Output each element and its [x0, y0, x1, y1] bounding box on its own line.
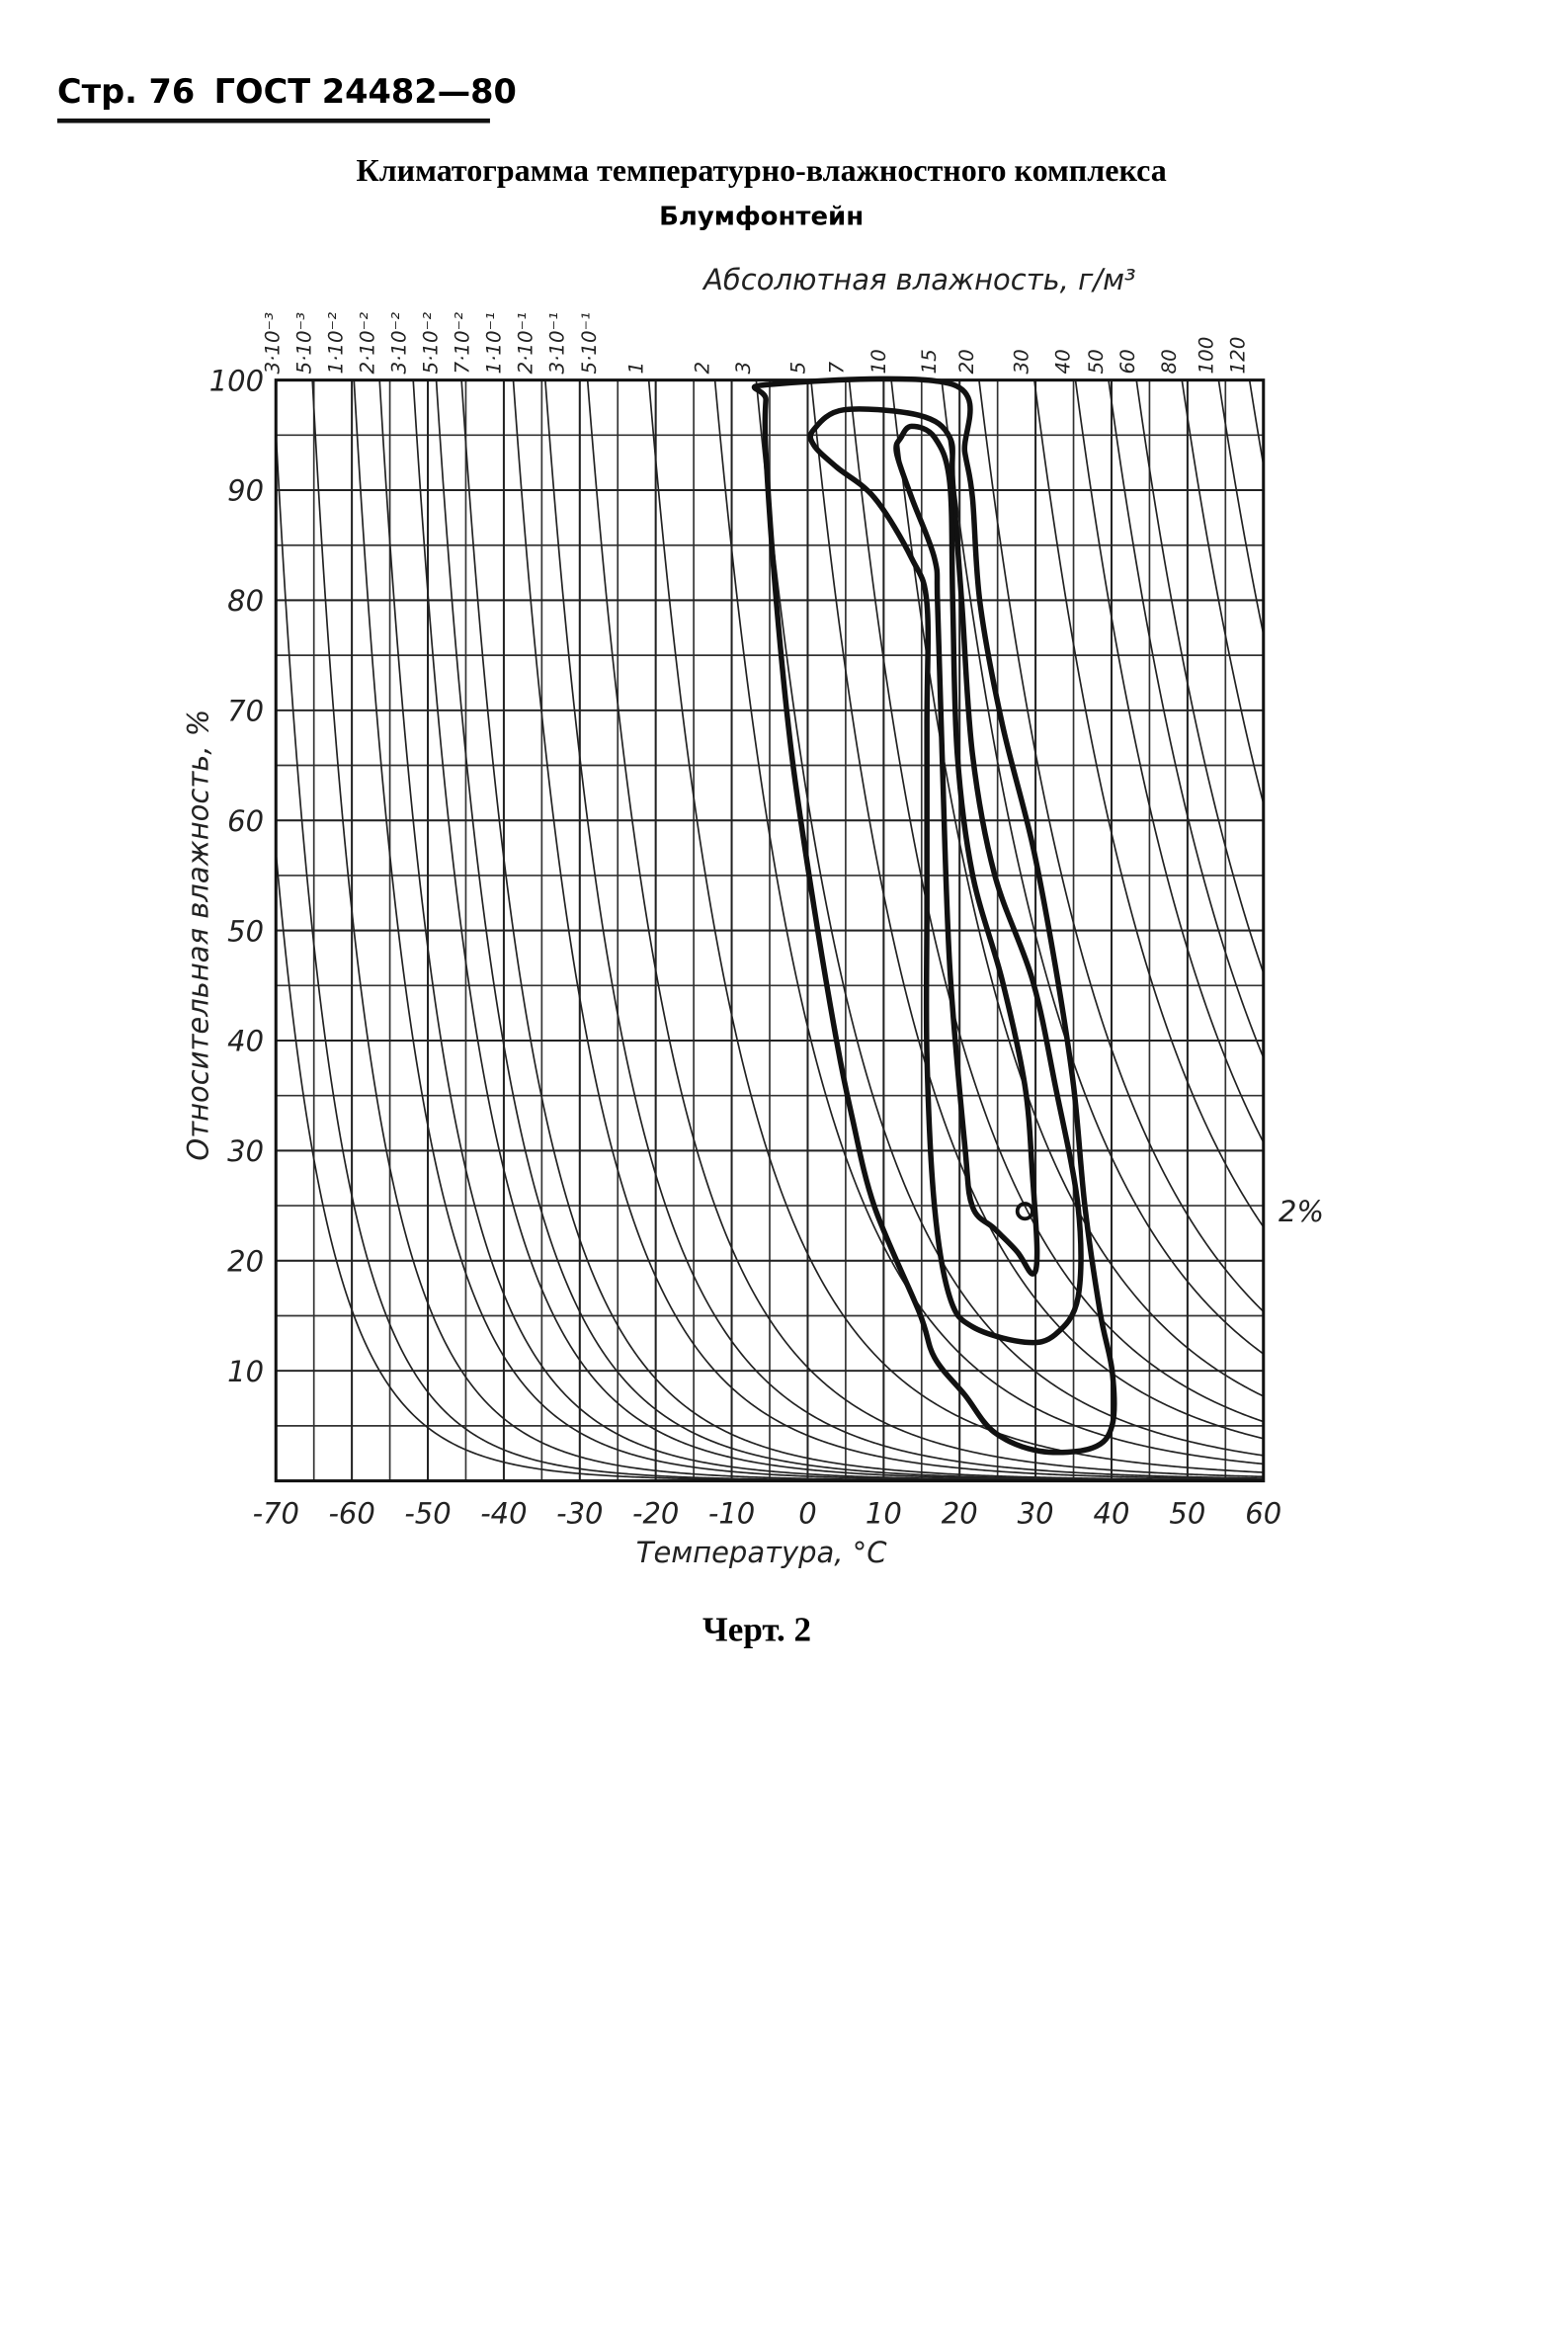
isoline-label: 40	[1051, 349, 1074, 374]
x-axis-title: Температура, °С	[636, 1536, 887, 1569]
isoline-label: 1·10⁻²	[324, 312, 347, 375]
isoline-label: 1	[625, 362, 648, 375]
isoline-label: 5·10⁻¹	[578, 312, 601, 375]
figure-caption: Черт. 2	[702, 1610, 811, 1648]
isoline-label: 2·10⁻¹	[515, 312, 537, 375]
isoline-label: 20	[955, 349, 978, 374]
isoline-label: 60	[1116, 349, 1139, 374]
isoline	[713, 379, 1264, 1465]
isoline	[647, 379, 1264, 1473]
standard-number: ГОСТ 24482—80	[214, 72, 517, 111]
x-tick-label: 20	[942, 1496, 978, 1530]
isoline-label: 10	[867, 349, 890, 374]
isoline-label: 1·10⁻¹	[483, 312, 506, 375]
isoline-label: 5·10⁻³	[292, 312, 315, 375]
x-tick-label: -20	[632, 1496, 679, 1530]
plot-frame	[274, 378, 1266, 1483]
y-tick-label: 40	[227, 1025, 264, 1058]
isoline-label: 120	[1226, 337, 1249, 375]
y-tick-label: 30	[227, 1134, 264, 1168]
y-tick-label: 20	[227, 1244, 264, 1278]
y-tick-label: 100	[209, 364, 264, 397]
x-tick-label: -30	[556, 1496, 603, 1530]
x-tick-label: 60	[1245, 1496, 1281, 1530]
y-tick-label: 60	[227, 804, 264, 838]
x-tick-label: 30	[1018, 1496, 1054, 1530]
chart-subtitle: Блумфонтейн	[659, 202, 864, 231]
y-tick-label: 10	[227, 1355, 264, 1388]
isoline-label: 7	[825, 362, 848, 375]
isoline	[810, 379, 1264, 1440]
isoline-label: 3·10⁻³	[261, 312, 284, 375]
isoline	[512, 379, 1264, 1480]
x-tick-label: -10	[708, 1496, 755, 1530]
x-tick-label: 40	[1094, 1496, 1130, 1530]
isoline-label: 80	[1158, 349, 1181, 374]
isoline-label: 7·10⁻²	[452, 312, 474, 375]
page-number: Стр. 76	[57, 72, 195, 111]
isoline-label: 15	[918, 349, 941, 374]
y-axis-title: Относительная влажность, %	[182, 710, 215, 1161]
x-tick-label: 10	[866, 1496, 902, 1530]
x-tick-label: 50	[1169, 1496, 1205, 1530]
y-tick-label: 70	[227, 695, 264, 728]
chart-title: Климатограмма температурно-влажностного …	[356, 152, 1166, 188]
y-tick-label: 80	[227, 584, 264, 618]
isoline	[586, 379, 1264, 1478]
contour	[893, 423, 1040, 1277]
isoline-label: 2·10⁻²	[356, 312, 378, 375]
isoline-label: 50	[1085, 349, 1108, 374]
isoline-label: 2	[692, 362, 714, 375]
isoline-label: 100	[1195, 337, 1217, 375]
isoline-label: 3·10⁻¹	[546, 312, 569, 375]
point-marker	[1015, 1202, 1034, 1221]
isoline	[460, 379, 1264, 1481]
isoline-label: 5·10⁻²	[420, 312, 443, 375]
x-tick-label: -50	[404, 1496, 451, 1530]
isoline-label: 30	[1011, 349, 1033, 374]
contour	[751, 376, 1117, 1456]
x-tick-label: -70	[253, 1496, 299, 1530]
annotation: 2%	[1279, 1195, 1324, 1228]
y-tick-label: 90	[227, 474, 264, 508]
x-tick-label: 0	[798, 1496, 816, 1530]
isoline-label: 3	[732, 362, 755, 375]
top-axis-title: Абсолютная влажность, г/м³	[701, 263, 1136, 296]
x-tick-label: -60	[328, 1496, 374, 1530]
isoline-label: 5	[787, 362, 810, 375]
contour	[807, 406, 1084, 1346]
x-tick-label: -40	[480, 1496, 527, 1530]
isoline	[544, 379, 1264, 1479]
isoline-label: 3·10⁻²	[387, 312, 410, 375]
y-tick-label: 50	[227, 914, 264, 948]
